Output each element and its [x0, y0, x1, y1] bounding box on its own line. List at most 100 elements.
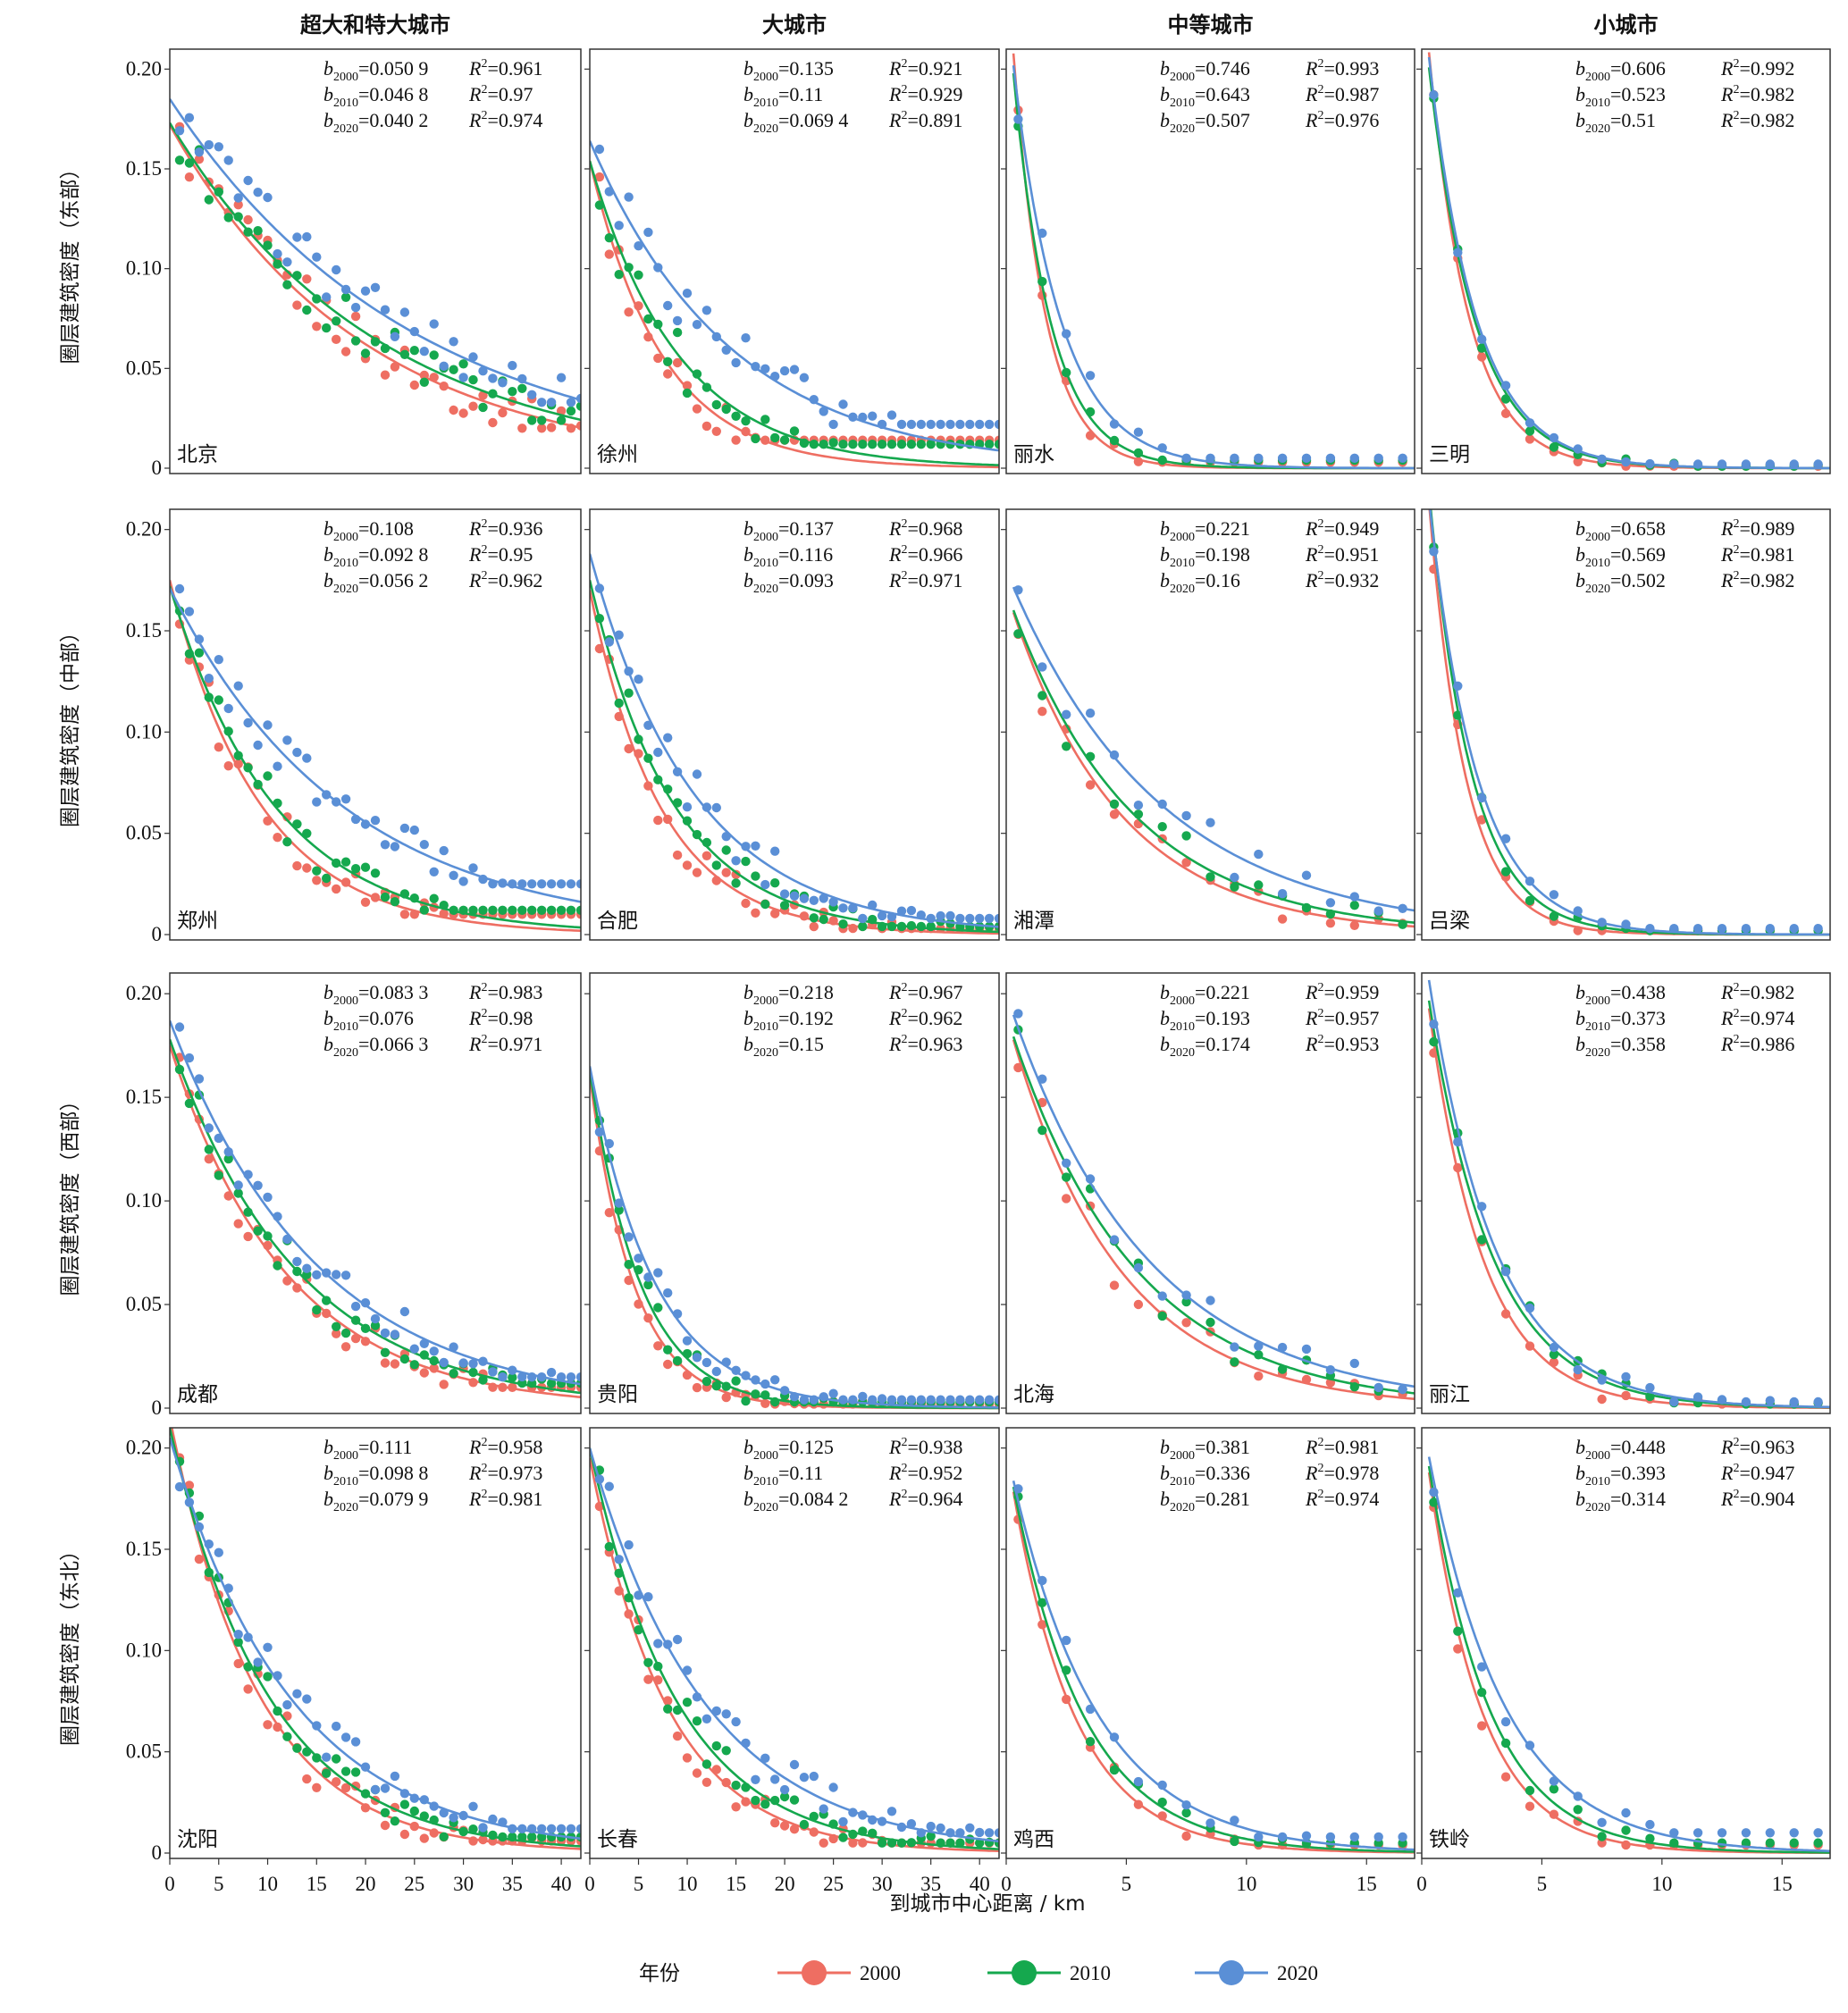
point-2010 — [721, 845, 731, 855]
r-squared-2010: R2=0.929 — [888, 83, 962, 105]
panel-成都: 0 0.05 0.10 0.15 0.20 成都 b2000=0.083 3 R2=0.983… — [126, 972, 582, 1419]
y-tick-label: 0.05 — [126, 1740, 162, 1763]
point-2020 — [994, 419, 999, 430]
fit-curve-2010 — [170, 585, 581, 929]
point-2020 — [936, 1823, 945, 1833]
point-2010 — [770, 432, 780, 443]
coef-b-2010: b2010=0.11 — [743, 83, 823, 110]
point-2020 — [1301, 1831, 1312, 1841]
point-2020 — [1349, 1358, 1360, 1369]
point-2010 — [439, 1832, 449, 1841]
plot-area — [1427, 52, 1830, 471]
point-2020 — [965, 419, 975, 430]
panel-鸡西: 0 5 10 15 鸡西 b2000=0.381 R2=0.981 b2010=0.336 R2… — [1001, 1427, 1415, 1895]
point-2020 — [1349, 1832, 1360, 1842]
point-2010 — [223, 213, 233, 222]
point-2020 — [1789, 459, 1799, 469]
point-2010 — [663, 1704, 673, 1714]
city-label: 鸡西 — [1013, 1828, 1054, 1851]
point-2020 — [838, 903, 848, 913]
plot-area — [1012, 1009, 1415, 1401]
r-squared-2000: R2=0.958 — [468, 1436, 542, 1458]
point-2020 — [926, 419, 936, 430]
point-2020 — [390, 1329, 400, 1339]
point-2020 — [936, 1395, 945, 1405]
point-2020 — [312, 1270, 322, 1280]
point-2020 — [390, 1771, 400, 1782]
row-title-2: 圈层建筑密度（西部） — [59, 1091, 82, 1296]
point-2020 — [1693, 924, 1703, 934]
x-tick-label: 5 — [1121, 1873, 1132, 1895]
point-2020 — [1741, 459, 1751, 469]
point-2020 — [828, 1782, 838, 1792]
point-2010 — [517, 1832, 527, 1842]
point-2020 — [868, 411, 878, 421]
point-2020 — [594, 144, 605, 155]
point-2010 — [282, 280, 292, 289]
point-2020 — [282, 735, 292, 745]
coef-b-2010: b2010=0.198 — [1160, 543, 1250, 570]
r-squared-2010: R2=0.957 — [1305, 1007, 1379, 1029]
point-2010 — [546, 905, 557, 915]
point-2020 — [1373, 453, 1383, 463]
r-squared-2000: R2=0.921 — [888, 57, 962, 80]
x-tick-label: 5 — [634, 1873, 644, 1895]
r-squared-2010: R2=0.95 — [468, 543, 533, 566]
point-2020 — [263, 720, 273, 730]
point-2020 — [184, 607, 195, 616]
panel-frame — [1421, 508, 1831, 941]
point-2010 — [282, 837, 292, 847]
point-2010 — [1525, 1785, 1535, 1796]
plot-area — [1427, 1456, 1830, 1855]
point-2020 — [556, 879, 567, 889]
point-2020 — [799, 373, 810, 382]
point-2020 — [1525, 418, 1535, 428]
plot-area — [1012, 53, 1415, 470]
point-2010 — [332, 1754, 341, 1764]
point-2010 — [566, 905, 576, 915]
point-2010 — [350, 336, 361, 346]
point-2010 — [731, 411, 741, 421]
point-2010 — [517, 905, 527, 915]
point-2020 — [546, 1367, 557, 1378]
city-label: 沈阳 — [177, 1828, 218, 1851]
point-2020 — [332, 264, 341, 275]
point-2020 — [1717, 924, 1727, 934]
point-2010 — [1813, 1838, 1823, 1848]
point-2010 — [575, 905, 581, 915]
city-label: 长春 — [597, 1828, 638, 1851]
point-2000 — [273, 833, 282, 843]
point-2010 — [419, 1811, 429, 1821]
point-2000 — [721, 1392, 731, 1403]
point-2010 — [653, 1303, 663, 1313]
point-2010 — [1525, 895, 1535, 906]
panel-铁岭: 0 5 10 15 铁岭 b2000=0.448 R2=0.963 b2010=0.393 R2… — [1416, 1427, 1831, 1895]
point-2020 — [1789, 1397, 1799, 1407]
point-2010 — [292, 1743, 302, 1753]
point-2010 — [741, 856, 751, 867]
point-2020 — [253, 740, 263, 751]
point-2010 — [779, 435, 790, 445]
point-2010 — [1525, 426, 1535, 436]
point-2020 — [566, 879, 576, 889]
point-2020 — [926, 1395, 936, 1405]
fit-curve-2020 — [1427, 56, 1830, 470]
point-2000 — [653, 353, 663, 364]
point-2020 — [1301, 1344, 1312, 1355]
point-2000 — [488, 417, 498, 428]
fit-curve-2020 — [170, 1437, 581, 1841]
plot-area — [590, 1066, 999, 1410]
point-2010 — [819, 914, 828, 925]
point-2010 — [184, 1098, 195, 1109]
r-squared-2010: R2=0.987 — [1305, 83, 1379, 105]
point-2020 — [896, 1395, 907, 1405]
point-2020 — [877, 1394, 887, 1404]
point-2020 — [537, 1824, 547, 1833]
point-2000 — [701, 1777, 712, 1788]
point-2020 — [984, 419, 995, 430]
point-2020 — [1062, 709, 1071, 719]
point-2020 — [721, 1709, 731, 1719]
point-2020 — [233, 681, 243, 691]
point-2010 — [214, 187, 223, 197]
y-tick-label: 0.15 — [126, 619, 162, 642]
